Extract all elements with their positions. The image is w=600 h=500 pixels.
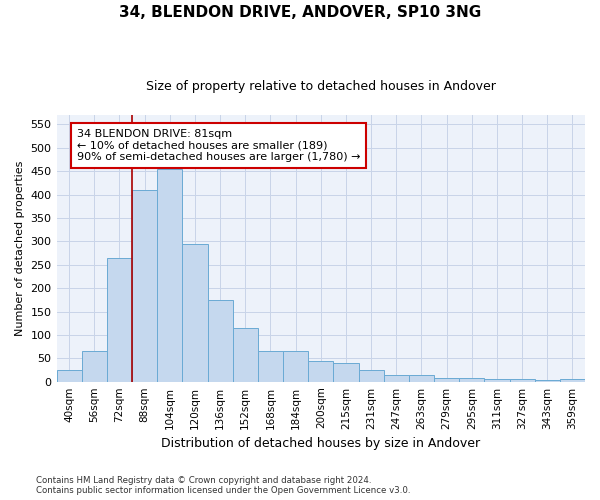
Bar: [383, 374, 409, 382]
Bar: [56, 370, 82, 382]
Bar: [359, 370, 383, 382]
Y-axis label: Number of detached properties: Number of detached properties: [15, 160, 25, 336]
Bar: [107, 258, 132, 382]
Text: Contains HM Land Registry data © Crown copyright and database right 2024.
Contai: Contains HM Land Registry data © Crown c…: [36, 476, 410, 495]
Bar: [208, 300, 233, 382]
Bar: [233, 328, 258, 382]
Bar: [157, 169, 182, 382]
Bar: [182, 244, 208, 382]
Bar: [308, 360, 334, 382]
Bar: [258, 352, 283, 382]
Text: 34, BLENDON DRIVE, ANDOVER, SP10 3NG: 34, BLENDON DRIVE, ANDOVER, SP10 3NG: [119, 5, 481, 20]
Text: 34 BLENDON DRIVE: 81sqm
← 10% of detached houses are smaller (189)
90% of semi-d: 34 BLENDON DRIVE: 81sqm ← 10% of detache…: [77, 129, 360, 162]
Bar: [434, 378, 459, 382]
Bar: [484, 380, 509, 382]
Bar: [535, 380, 560, 382]
Bar: [283, 352, 308, 382]
Bar: [509, 380, 535, 382]
Bar: [82, 352, 107, 382]
X-axis label: Distribution of detached houses by size in Andover: Distribution of detached houses by size …: [161, 437, 481, 450]
Bar: [560, 380, 585, 382]
Bar: [132, 190, 157, 382]
Bar: [409, 374, 434, 382]
Bar: [459, 378, 484, 382]
Title: Size of property relative to detached houses in Andover: Size of property relative to detached ho…: [146, 80, 496, 93]
Bar: [334, 363, 359, 382]
